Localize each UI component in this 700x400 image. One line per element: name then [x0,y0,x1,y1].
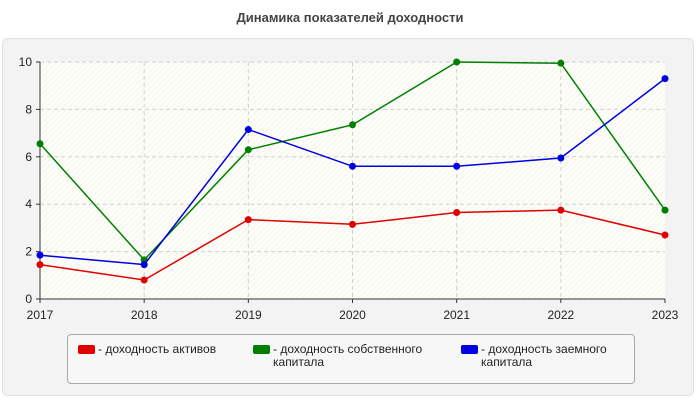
legend-swatch-equity [253,345,270,354]
data-point [557,154,565,162]
x-tick-label: 2018 [131,308,158,322]
chart-legend: - доходность активов - доходность собств… [67,334,635,384]
data-point [36,251,44,259]
x-tick-label: 2021 [443,308,470,322]
y-tick-label: 10 [19,55,33,69]
data-point [244,146,252,154]
chart-title: Динамика показателей доходности [236,10,464,25]
data-point [36,140,44,148]
data-point [140,261,148,269]
data-point [453,162,461,170]
data-point [36,261,44,269]
data-point [453,58,461,66]
legend-label-equity: - доходность собственного капитала [273,342,423,369]
y-tick-label: 0 [25,292,32,306]
x-tick-label: 2022 [547,308,574,322]
x-tick-label: 2020 [339,308,366,322]
data-point [557,59,565,67]
data-point [453,208,461,216]
x-tick-label: 2023 [652,308,679,322]
data-point [140,276,148,284]
x-tick-label: 2017 [27,308,54,322]
legend-label-assets: - доходность активов [98,342,217,356]
y-tick-label: 4 [25,197,32,211]
data-point [244,126,252,134]
legend-swatch-borrowed [461,345,478,354]
y-tick-label: 6 [25,150,32,164]
y-tick-label: 8 [25,102,32,116]
data-point [661,231,669,239]
data-point [661,206,669,214]
data-point [349,220,356,228]
x-tick-label: 2019 [235,308,262,322]
y-tick-label: 2 [25,245,32,259]
data-point [661,75,669,83]
legend-swatch-assets [78,345,95,354]
data-point [557,206,565,214]
data-point [349,121,356,129]
data-point [349,162,356,170]
data-point [244,216,252,224]
legend-label-borrowed: - доходность заемного капитала [481,342,607,369]
